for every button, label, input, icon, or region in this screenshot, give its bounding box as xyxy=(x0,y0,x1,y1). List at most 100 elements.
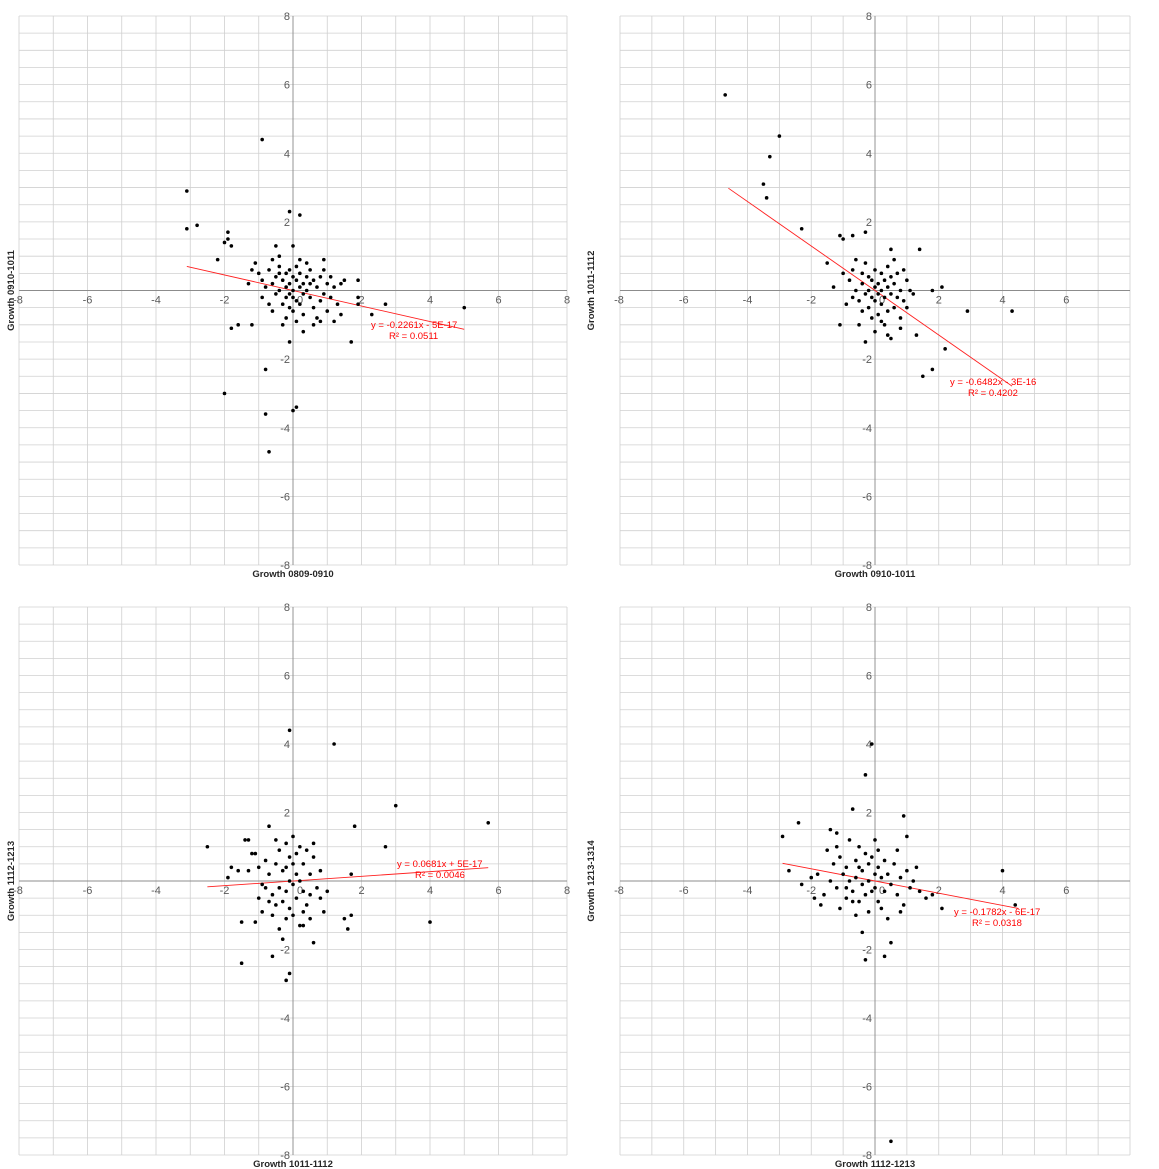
data-point xyxy=(873,285,877,289)
data-point xyxy=(243,838,247,842)
y-tick-label: 2 xyxy=(866,808,872,820)
x-axis-title: Growth 1011-1112 xyxy=(253,1159,333,1169)
data-point xyxy=(863,851,868,856)
data-point xyxy=(287,879,292,883)
data-point xyxy=(270,281,275,286)
data-point xyxy=(866,288,871,293)
data-point xyxy=(325,281,330,286)
data-point xyxy=(263,285,268,289)
data-point xyxy=(873,329,877,334)
data-point xyxy=(332,319,336,324)
data-point xyxy=(860,309,865,313)
data-point xyxy=(298,271,302,276)
x-tick-label: -6 xyxy=(83,295,93,307)
data-point xyxy=(298,257,302,262)
y-tick-label: -2 xyxy=(280,354,290,366)
axis-origin-label: 0 xyxy=(297,885,303,897)
y-axis-title: Growth 1213-1314 xyxy=(586,840,597,922)
data-point xyxy=(328,295,333,300)
data-point xyxy=(831,862,836,866)
data-point xyxy=(486,820,491,825)
data-point xyxy=(844,302,849,307)
data-point xyxy=(215,257,220,262)
data-point xyxy=(263,886,268,890)
x-tick-label: 6 xyxy=(495,295,501,307)
data-points xyxy=(723,93,1014,379)
y-tick-label: -8 xyxy=(862,560,872,572)
data-point xyxy=(857,899,861,904)
data-point xyxy=(825,261,829,265)
x-tick-label-left: -8 xyxy=(614,295,624,307)
data-point xyxy=(863,773,868,777)
data-point xyxy=(393,803,398,808)
data-point xyxy=(844,886,849,890)
data-point xyxy=(905,305,909,310)
data-point xyxy=(870,742,874,746)
y-tick-label: 6 xyxy=(284,671,290,683)
data-point xyxy=(857,844,861,849)
data-point xyxy=(260,882,264,887)
trendline-r-squared: R² = 0.4202 xyxy=(968,388,1018,399)
data-point xyxy=(280,278,285,283)
data-point xyxy=(838,233,842,238)
data-point xyxy=(895,271,900,276)
data-point xyxy=(860,281,865,286)
data-point xyxy=(870,278,874,283)
data-point xyxy=(876,312,880,317)
data-point xyxy=(885,916,890,921)
data-point xyxy=(863,292,868,296)
data-point xyxy=(284,271,288,276)
data-point xyxy=(908,288,912,293)
data-point xyxy=(895,892,900,897)
data-point xyxy=(291,309,295,313)
data-point xyxy=(185,189,189,193)
scatter-chart-3: -8 -6 -4 -2 2 4 6 8 -6 -4 -2 2 4 6 8 -8 0 Growth 1011-111… xyxy=(6,602,570,1169)
data-point xyxy=(287,305,292,310)
data-point xyxy=(885,264,890,269)
data-point xyxy=(284,316,288,320)
data-point xyxy=(185,226,189,231)
data-point xyxy=(267,872,271,876)
x-tick-label: -6 xyxy=(679,885,689,897)
data-point xyxy=(921,374,925,379)
y-tick-label: -4 xyxy=(280,1013,290,1025)
y-tick-label: -8 xyxy=(280,1150,290,1162)
data-point xyxy=(866,879,871,883)
y-tick-label: 4 xyxy=(284,739,290,751)
data-point xyxy=(250,268,254,272)
x-tick-label-left: -8 xyxy=(13,295,23,307)
data-point xyxy=(847,278,852,283)
data-point xyxy=(882,278,887,283)
data-point xyxy=(270,257,275,262)
data-point xyxy=(873,838,877,842)
data-point xyxy=(287,855,292,859)
y-tick-label: -8 xyxy=(280,560,290,572)
data-point xyxy=(850,233,855,238)
data-point xyxy=(256,896,261,900)
data-point xyxy=(889,274,893,279)
y-tick-label: 2 xyxy=(866,217,872,229)
data-point xyxy=(308,295,312,300)
data-point xyxy=(911,292,916,296)
x-tick-label: 8 xyxy=(564,295,570,307)
data-point xyxy=(854,875,858,880)
data-point xyxy=(267,302,271,307)
data-point xyxy=(873,268,877,272)
data-point xyxy=(905,834,909,839)
data-point xyxy=(857,298,861,303)
x-tick-label: 6 xyxy=(495,885,501,897)
y-tick-label: 6 xyxy=(866,671,872,683)
data-point xyxy=(930,892,935,897)
data-point xyxy=(277,886,282,890)
trendline-r-squared: R² = 0.0046 xyxy=(415,870,465,881)
data-point xyxy=(346,927,350,931)
data-point xyxy=(889,1139,893,1144)
x-tick-label: -4 xyxy=(151,885,161,897)
data-point xyxy=(892,862,896,866)
data-point xyxy=(917,247,922,252)
data-point xyxy=(930,288,935,293)
data-point xyxy=(260,137,264,142)
data-point xyxy=(876,292,880,296)
data-point xyxy=(870,889,874,894)
data-point xyxy=(267,899,271,904)
